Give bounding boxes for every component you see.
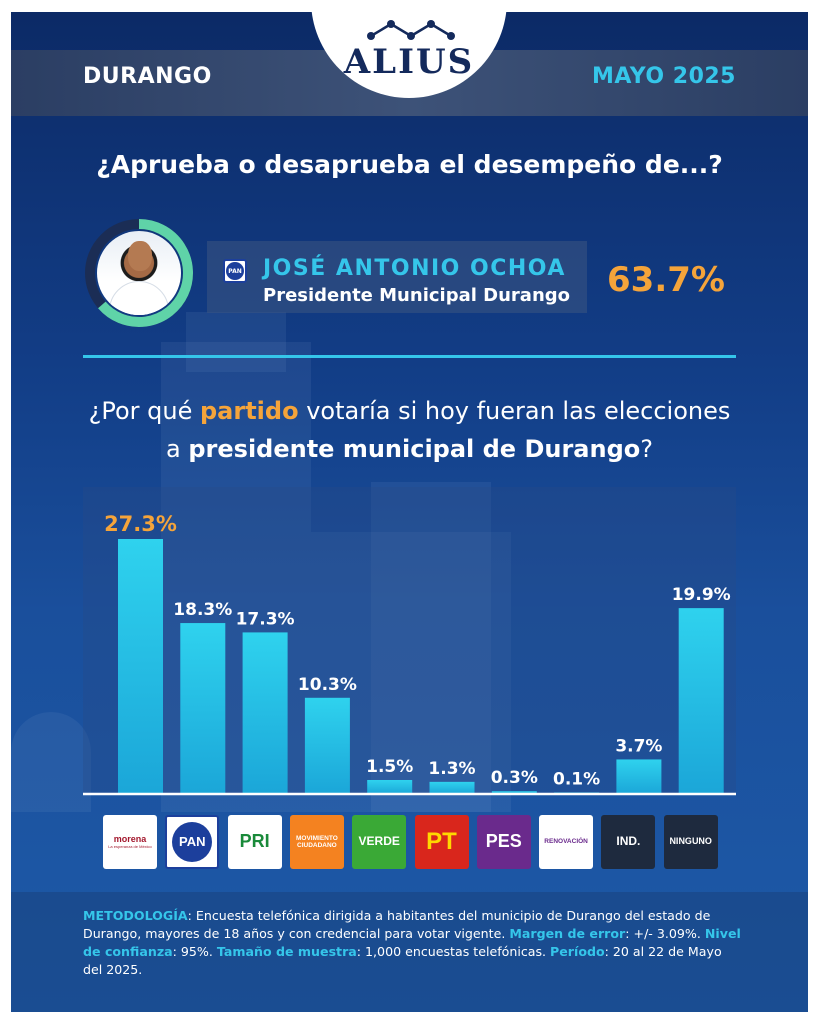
bar-label-2: 17.3% bbox=[236, 609, 295, 629]
bar-label-1: 18.3% bbox=[173, 600, 232, 620]
date-label: MAYO 2025 bbox=[591, 64, 736, 89]
party-logo-label: VERDE bbox=[358, 834, 400, 849]
infographic-card: DURANGO MAYO 2025 ALIUS ¿Aprueba o desap… bbox=[11, 12, 808, 1012]
approval-ring bbox=[85, 219, 193, 327]
bar-label-6: 0.3% bbox=[491, 768, 538, 788]
party-logo-sub: La esperanza de México bbox=[108, 844, 152, 850]
bar-8 bbox=[616, 759, 662, 794]
vote-question-highlight-party: partido bbox=[199, 397, 299, 425]
party-logo-label: PES bbox=[485, 831, 522, 852]
background-tower-right bbox=[371, 482, 491, 812]
party-logo-8: IND. bbox=[601, 815, 656, 869]
vote-question: ¿Por qué partido votaría si hoy fueran l… bbox=[11, 392, 808, 468]
margin-text: : +/- 3.09%. bbox=[625, 926, 705, 941]
brand-logo: ALIUS bbox=[343, 42, 475, 82]
party-logo-5: PT bbox=[414, 815, 469, 869]
bar-1 bbox=[180, 623, 226, 794]
candidate-avatar bbox=[97, 231, 181, 315]
approval-question: ¿Aprueba o desaprueba el desempeño de...… bbox=[96, 150, 723, 179]
party-logo-4: VERDE bbox=[352, 815, 407, 869]
party-logo-9: NINGUNO bbox=[663, 815, 718, 869]
vote-question-text: a bbox=[166, 435, 189, 463]
bar-0 bbox=[118, 539, 163, 794]
vote-question-text: votaría si hoy fueran las elecciones bbox=[298, 397, 731, 425]
bar-3 bbox=[304, 697, 350, 794]
vote-question-highlight-office: presidente municipal de Durango bbox=[188, 435, 641, 463]
background-dome bbox=[11, 712, 91, 812]
confidence-text: : 95%. bbox=[172, 944, 217, 959]
period-key: Período bbox=[550, 944, 605, 959]
party-logo-3: MOVIMIENTO CIUDADANO bbox=[289, 815, 344, 869]
pan-badge-label: PAN bbox=[226, 262, 244, 280]
bar-4 bbox=[367, 779, 413, 794]
party-logo-6: PES bbox=[476, 815, 531, 869]
vote-question-text: ¿Por qué bbox=[88, 397, 200, 425]
brand-network-icon bbox=[367, 20, 455, 40]
party-logo-label: MOVIMIENTO CIUDADANO bbox=[296, 834, 338, 849]
bar-label-4: 1.5% bbox=[366, 757, 413, 777]
party-logo-label: IND. bbox=[616, 834, 641, 849]
party-logo-7: RENOVACIÓN bbox=[539, 815, 594, 869]
methodology-key: METODOLOGÍA bbox=[83, 908, 188, 923]
methodology-text: : Encuesta telefónica dirigida a habitan… bbox=[83, 908, 711, 941]
approval-value: 63.7% bbox=[607, 260, 725, 300]
candidate-box bbox=[207, 241, 587, 313]
party-logo-label: PRI bbox=[239, 831, 270, 852]
bar-label-7: 0.1% bbox=[553, 770, 600, 790]
party-logo-label: morena bbox=[113, 833, 147, 844]
party-logo-label: PAN bbox=[172, 822, 213, 862]
background-street bbox=[11, 892, 808, 1012]
bar-label-0: 27.3% bbox=[104, 512, 177, 536]
pan-badge-icon: PAN bbox=[223, 259, 247, 283]
bar-5 bbox=[429, 781, 475, 794]
vote-bar-chart: 27.3% 18.3% 17.3% 10.3% 1.5% 1.3% 0.3% 0.1% 3.7%… bbox=[83, 512, 736, 796]
sample-key: Tamaño de muestra bbox=[216, 944, 357, 959]
vote-question-line2: a presidente municipal de Durango? bbox=[11, 430, 808, 468]
approval-ring-arc bbox=[98, 219, 193, 327]
avatar-head bbox=[128, 241, 152, 271]
section-divider bbox=[83, 355, 736, 358]
bar-label-5: 1.3% bbox=[428, 759, 475, 779]
bar-label-9: 19.9% bbox=[672, 585, 731, 605]
bar-6 bbox=[491, 791, 537, 794]
confidence-key: Nivel de confianza bbox=[83, 926, 741, 959]
margin-key: Margen de error bbox=[509, 926, 626, 941]
party-logo-row: morena La esperanza de México PAN PRI MOVIMI… bbox=[103, 815, 723, 871]
candidate-role: Presidente Municipal Durango bbox=[263, 285, 571, 306]
party-logo-0: morena La esperanza de México bbox=[103, 815, 157, 869]
party-logo-1: PAN bbox=[165, 815, 220, 869]
vote-question-text: ? bbox=[640, 435, 653, 463]
bar-9 bbox=[678, 608, 724, 794]
party-logo-label: RENOVACIÓN bbox=[544, 838, 588, 846]
party-logo-2: PRI bbox=[227, 815, 282, 869]
candidate-name: JOSÉ ANTONIO OCHOA bbox=[263, 256, 566, 281]
party-logo-label: PT bbox=[426, 827, 457, 855]
methodology-note: METODOLOGÍA: Encuesta telefónica dirigid… bbox=[83, 907, 743, 979]
vote-question-line1: ¿Por qué partido votaría si hoy fueran l… bbox=[11, 392, 808, 430]
bar-2 bbox=[242, 632, 288, 794]
bar-label-3: 10.3% bbox=[298, 675, 357, 695]
state-label: DURANGO bbox=[83, 64, 212, 89]
period-text: : 20 al 22 de Mayo del 2025. bbox=[83, 944, 722, 977]
background-tower-left bbox=[186, 312, 286, 372]
sample-text: : 1,000 encuestas telefónicas. bbox=[356, 944, 551, 959]
party-logo-label: NINGUNO bbox=[669, 836, 712, 847]
avatar-shirt bbox=[109, 281, 169, 315]
bar-label-8: 3.7% bbox=[615, 736, 662, 756]
